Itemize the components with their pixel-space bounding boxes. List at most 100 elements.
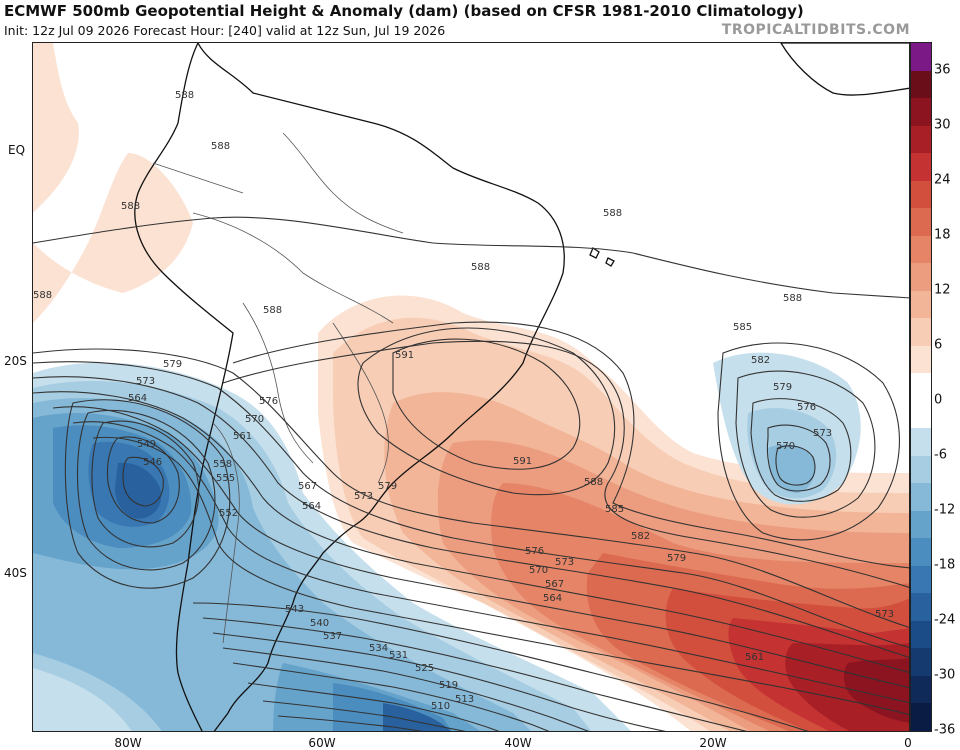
colorbar [910, 42, 932, 732]
contour-label: 564 [128, 393, 147, 404]
contour-label: 588 [471, 262, 490, 273]
contour-atl-573 [766, 424, 831, 492]
contour-564 [72, 421, 909, 704]
contour-534 [222, 647, 590, 731]
contour-atl-582 [717, 342, 900, 541]
contour-label: 570 [245, 414, 264, 425]
colorbar-swatch [911, 593, 931, 621]
contour-label: 588 [263, 305, 282, 316]
contour-label: 549 [137, 439, 156, 450]
contour-label: 573 [136, 376, 155, 387]
contour-atl-579 [735, 370, 876, 518]
contour-576 [33, 361, 909, 648]
contour-label: 576 [259, 396, 278, 407]
colorbar-swatch [911, 400, 931, 429]
contour-543 [192, 602, 809, 731]
border-3 [332, 322, 389, 484]
colorbar-swatch [911, 428, 931, 456]
colorbar-tick-label: -36 [934, 722, 956, 738]
contour-558 [64, 399, 231, 589]
africa-coast [780, 43, 909, 96]
contour-561 [92, 436, 909, 716]
contour-585 [232, 321, 909, 569]
colorbar-swatch [911, 235, 931, 264]
contour-label: 567 [545, 579, 564, 590]
border-1 [192, 212, 394, 324]
border-6 [282, 132, 404, 234]
colorbar-swatch [911, 538, 931, 566]
map-panel: 588 588 588 588 588 588 588 588 591 591 … [32, 42, 910, 732]
anomaly-shading [33, 43, 909, 731]
lat-label-40s: 40S [4, 566, 27, 580]
neg-anomaly-atl3 [768, 444, 815, 493]
colorbar-swatch [911, 703, 931, 731]
pos-anomaly-nw [33, 43, 79, 213]
border-5 [152, 162, 244, 194]
contour-531 [232, 662, 550, 731]
pos-anomaly-nw2 [33, 153, 193, 323]
contour-588-north [33, 216, 909, 299]
contour-label: 579 [378, 481, 397, 492]
contour-579 [33, 348, 909, 628]
colorbar-swatch [911, 373, 931, 401]
chart-title: ECMWF 500mb Geopotential Height & Anomal… [4, 2, 804, 20]
contour-label: 513 [455, 694, 474, 705]
contour-537 [212, 632, 667, 731]
credit-text: TROPICALTIDBITS.COM [721, 22, 910, 38]
contour-label: 561 [233, 431, 252, 442]
contour-519 [262, 700, 466, 731]
contour-label: 570 [529, 565, 548, 576]
colorbar-tick-label: 18 [934, 227, 951, 243]
contour-525 [247, 682, 500, 731]
contour-label: 573 [875, 609, 894, 620]
contour-588 [357, 327, 616, 496]
contour-label: 573 [354, 491, 373, 502]
colorbar-tick-label: 0 [934, 392, 943, 408]
colorbar-tick-label: -24 [934, 612, 956, 628]
colorbar-swatch [911, 263, 931, 291]
south-america-coast [134, 43, 565, 731]
lon-label-60w: 60W [308, 736, 336, 750]
lon-label-80w: 80W [114, 736, 142, 750]
contour-label: 579 [163, 359, 182, 370]
colorbar-tick-label: 24 [934, 172, 951, 188]
lon-label-0: 0 [904, 736, 912, 750]
land-outline [134, 43, 909, 731]
contour-label: 552 [219, 508, 238, 519]
colorbar-swatch [911, 510, 931, 539]
colorbar-swatch [911, 565, 931, 594]
contour-label: 579 [667, 553, 686, 564]
contour-label: 510 [431, 701, 450, 712]
contour-label: 579 [773, 382, 792, 393]
colorbar-swatch [911, 70, 931, 99]
contour-label: 588 [33, 290, 52, 301]
contour-label: 576 [797, 402, 816, 413]
contour-label: 540 [310, 618, 329, 629]
colorbar-swatch [911, 620, 931, 649]
lon-label-20w: 20W [699, 736, 727, 750]
contour-label: 570 [776, 441, 795, 452]
contour-540 [202, 617, 748, 731]
contour-546 [122, 456, 164, 507]
colorbar-swatch [911, 290, 931, 319]
neg-anomaly-24b [383, 703, 451, 731]
lat-label-eq: EQ [8, 143, 26, 157]
chart-subtitle: Init: 12z Jul 09 2026 Forecast Hour: [24… [4, 23, 446, 38]
colorbar-tick-label: 30 [934, 117, 951, 133]
contour-label: 585 [605, 504, 624, 515]
colorbar-swatch [911, 125, 931, 154]
colorbar-tick-label: 12 [934, 282, 951, 298]
contour-atl-570 [775, 445, 816, 486]
colorbar-swatch [911, 483, 931, 511]
contour-label: 537 [323, 631, 342, 642]
colorbar-swatch [911, 455, 931, 484]
contour-atl-576 [750, 398, 852, 502]
contour-label: 588 [584, 477, 603, 488]
height-contours [33, 216, 909, 731]
contour-573 [33, 376, 909, 658]
contour-label: 561 [745, 652, 764, 663]
contour-label: 558 [213, 459, 232, 470]
lat-label-20s: 20S [4, 354, 27, 368]
contour-label: 519 [439, 680, 458, 691]
contour-label: 564 [543, 593, 562, 604]
